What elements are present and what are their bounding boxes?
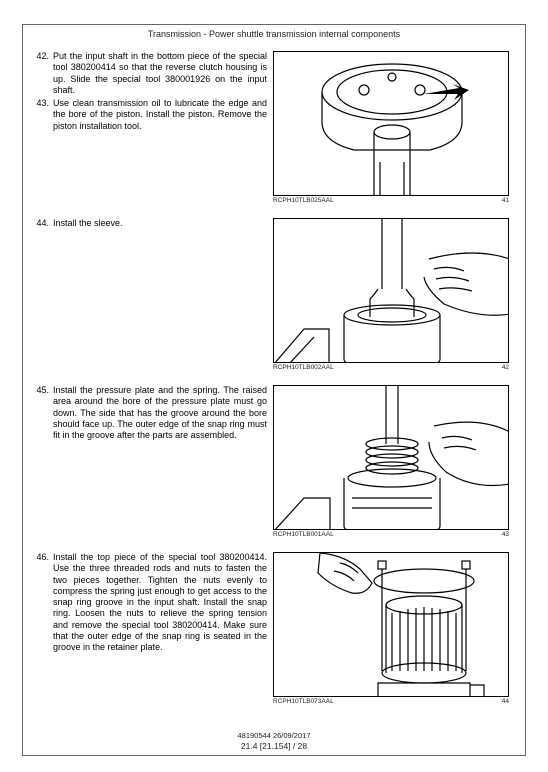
figure-ref: RCPH10TLB073AAL [273, 698, 334, 705]
step-44: 44. Install the sleeve. [31, 218, 273, 229]
figure-ref: RCPH10TLB001AAL [273, 531, 334, 538]
text-col-2: 44. Install the sleeve. [31, 218, 273, 231]
step-42: 42. Put the input shaft in the bottom pi… [31, 51, 273, 96]
text-col-4: 46. Install the top piece of the special… [31, 552, 273, 655]
step-text: Install the pressure plate and the sprin… [53, 385, 273, 441]
figure-41 [273, 51, 509, 196]
block-4: 46. Install the top piece of the special… [31, 552, 517, 705]
page-footer: 48190544 26/09/2017 21.4 [21.154] / 28 [23, 731, 525, 751]
figure-42-meta: RCPH10TLB002AAL 42 [273, 363, 509, 371]
figure-42-svg [274, 219, 509, 363]
step-num: 42. [31, 51, 53, 61]
text-col-3: 45. Install the pressure plate and the s… [31, 385, 273, 443]
page-frame: Transmission - Power shuttle transmissio… [22, 24, 526, 756]
figure-ref: RCPH10TLB025AAL [273, 197, 334, 204]
figure-num: 44 [502, 698, 509, 705]
step-text: Install the sleeve. [53, 218, 273, 229]
step-43: 43. Use clean transmission oil to lubric… [31, 98, 273, 132]
figure-41-col: RCPH10TLB025AAL 41 [273, 51, 509, 204]
step-45: 45. Install the pressure plate and the s… [31, 385, 273, 441]
block-1: 42. Put the input shaft in the bottom pi… [31, 51, 517, 204]
block-2: 44. Install the sleeve. [31, 218, 517, 371]
footer-line1: 48190544 26/09/2017 [23, 731, 525, 740]
step-46: 46. Install the top piece of the special… [31, 552, 273, 653]
figure-ref: RCPH10TLB002AAL [273, 364, 334, 371]
figure-43-meta: RCPH10TLB001AAL 43 [273, 530, 509, 538]
figure-42-col: RCPH10TLB002AAL 42 [273, 218, 509, 371]
step-text: Put the input shaft in the bottom piece … [53, 51, 273, 96]
block-3: 45. Install the pressure plate and the s… [31, 385, 517, 538]
step-text: Use clean transmission oil to lubricate … [53, 98, 273, 132]
step-num: 45. [31, 385, 53, 395]
figure-43-svg [274, 386, 509, 530]
figure-44-meta: RCPH10TLB073AAL 44 [273, 697, 509, 705]
step-text: Install the top piece of the special too… [53, 552, 273, 653]
figure-num: 43 [502, 531, 509, 538]
figure-41-meta: RCPH10TLB025AAL 41 [273, 196, 509, 204]
step-num: 44. [31, 218, 53, 228]
figure-44 [273, 552, 509, 697]
step-num: 46. [31, 552, 53, 562]
footer-line2: 21.4 [21.154] / 28 [23, 741, 525, 751]
step-num: 43. [31, 98, 53, 108]
figure-43-col: RCPH10TLB001AAL 43 [273, 385, 509, 538]
content-area: 42. Put the input shaft in the bottom pi… [31, 51, 517, 727]
figure-44-col: RCPH10TLB073AAL 44 [273, 552, 509, 705]
figure-41-svg [274, 52, 509, 196]
figure-43 [273, 385, 509, 530]
figure-42 [273, 218, 509, 363]
page-header: Transmission - Power shuttle transmissio… [23, 25, 525, 47]
figure-num: 41 [502, 197, 509, 204]
figure-num: 42 [502, 364, 509, 371]
text-col-1: 42. Put the input shaft in the bottom pi… [31, 51, 273, 134]
figure-44-svg [274, 553, 509, 697]
